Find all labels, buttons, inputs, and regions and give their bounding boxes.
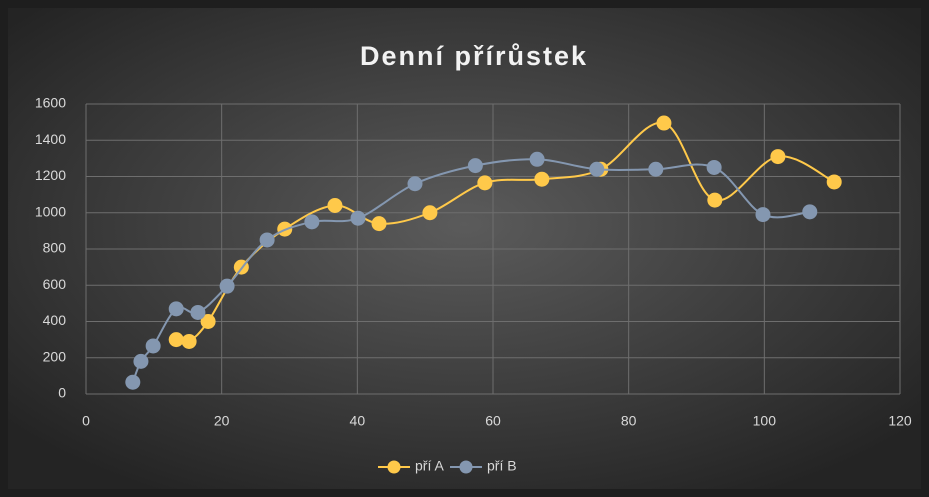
- x-tick-label: 20: [214, 413, 230, 429]
- data-point: [168, 301, 184, 317]
- data-point: [190, 304, 206, 320]
- data-point: [407, 176, 423, 192]
- y-tick-label: 0: [58, 385, 66, 401]
- x-tick-label: 120: [888, 413, 912, 429]
- data-point: [477, 175, 493, 191]
- data-point: [259, 232, 275, 248]
- data-point: [219, 278, 235, 294]
- data-point: [327, 198, 343, 213]
- legend-label: pří B: [487, 458, 517, 474]
- data-point: [181, 333, 197, 349]
- x-tick-label: 0: [82, 413, 90, 429]
- data-point: [200, 314, 216, 329]
- legend-marker: [387, 460, 401, 474]
- data-point: [648, 161, 664, 177]
- data-point: [770, 149, 786, 165]
- y-tick-label: 1600: [35, 95, 66, 111]
- data-point: [422, 205, 438, 221]
- data-point: [755, 207, 771, 223]
- y-tick-label: 1400: [35, 131, 66, 147]
- data-point: [145, 338, 161, 354]
- data-point: [826, 174, 842, 190]
- data-point: [802, 204, 818, 220]
- data-point: [133, 353, 149, 369]
- y-tick-label: 200: [43, 348, 67, 364]
- data-point: [656, 115, 672, 131]
- legend-label: pří A: [415, 458, 444, 474]
- y-tick-label: 1200: [35, 167, 66, 183]
- chart-title: Denní přírůstek: [360, 41, 588, 71]
- data-point: [467, 158, 483, 174]
- data-point: [125, 374, 141, 390]
- data-point: [168, 332, 184, 348]
- y-tick-label: 800: [43, 240, 67, 256]
- data-point: [529, 151, 545, 167]
- legend-marker: [459, 460, 473, 474]
- data-point: [706, 159, 722, 175]
- x-tick-label: 60: [485, 413, 501, 429]
- y-tick-label: 600: [43, 276, 67, 292]
- data-point: [589, 161, 605, 177]
- y-tick-label: 400: [43, 312, 67, 328]
- x-tick-label: 40: [350, 413, 366, 429]
- data-point: [371, 216, 387, 232]
- data-point: [350, 210, 366, 226]
- data-point: [304, 214, 320, 230]
- data-point: [534, 171, 550, 187]
- data-point: [707, 192, 723, 208]
- y-tick-label: 1000: [35, 203, 66, 219]
- x-tick-label: 100: [753, 413, 777, 429]
- x-tick-label: 80: [621, 413, 637, 429]
